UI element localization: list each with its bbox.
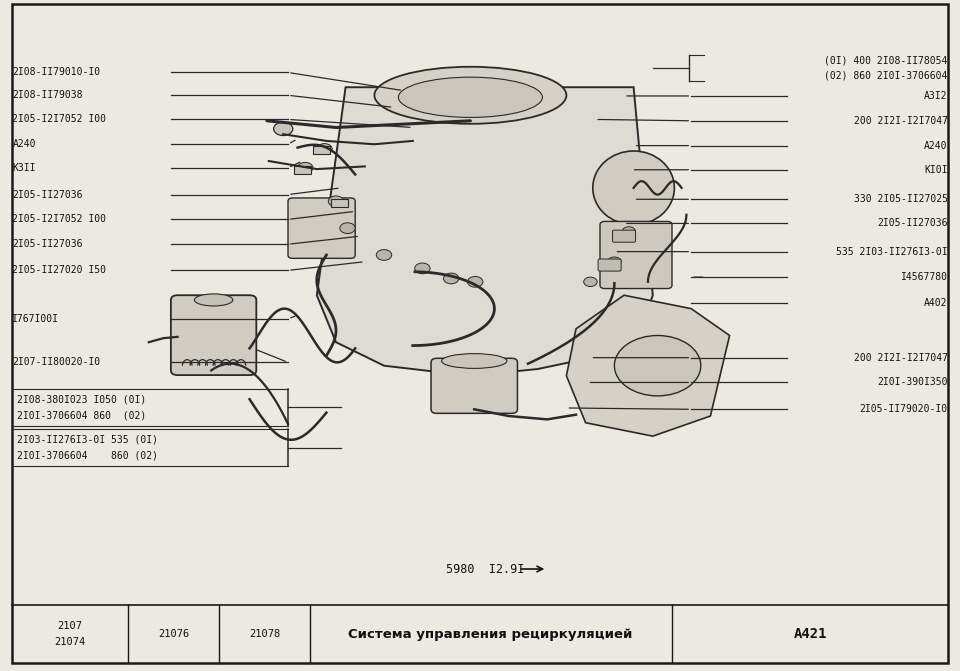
Circle shape bbox=[317, 144, 332, 154]
Text: 2I08-380I023 I050 (0I): 2I08-380I023 I050 (0I) bbox=[17, 395, 147, 404]
Text: 2I0I-3706604 860  (02): 2I0I-3706604 860 (02) bbox=[17, 411, 147, 420]
FancyBboxPatch shape bbox=[600, 221, 672, 289]
Text: 2I05-II27020 I50: 2I05-II27020 I50 bbox=[12, 266, 107, 275]
Circle shape bbox=[614, 336, 701, 396]
Text: A3I2: A3I2 bbox=[924, 91, 948, 101]
Text: 2I05-II27036: 2I05-II27036 bbox=[12, 240, 83, 249]
Ellipse shape bbox=[194, 294, 232, 306]
Circle shape bbox=[444, 273, 459, 284]
Text: 2I0I-3706604    860 (02): 2I0I-3706604 860 (02) bbox=[17, 451, 158, 460]
Text: A240: A240 bbox=[924, 141, 948, 150]
Text: 21074: 21074 bbox=[55, 637, 85, 647]
Text: 200 2I2I-I2I7047: 200 2I2I-I2I7047 bbox=[853, 116, 948, 125]
Text: 2I0I-390I350: 2I0I-390I350 bbox=[877, 378, 948, 387]
Text: 200 2I2I-I2I7047: 200 2I2I-I2I7047 bbox=[853, 353, 948, 362]
Circle shape bbox=[298, 162, 313, 173]
Text: A402: A402 bbox=[924, 299, 948, 308]
Text: 2I05-I2I7052 I00: 2I05-I2I7052 I00 bbox=[12, 115, 107, 124]
Bar bbox=[331, 199, 348, 207]
Text: 21078: 21078 bbox=[250, 629, 280, 639]
Text: (0I) 400 2I08-II78054: (0I) 400 2I08-II78054 bbox=[824, 56, 948, 65]
Text: (02) 860 2I0I-3706604: (02) 860 2I0I-3706604 bbox=[824, 71, 948, 81]
Circle shape bbox=[468, 276, 483, 287]
Ellipse shape bbox=[374, 67, 566, 124]
FancyBboxPatch shape bbox=[171, 295, 256, 375]
Polygon shape bbox=[317, 87, 653, 376]
Ellipse shape bbox=[593, 151, 674, 225]
Text: KI0I: KI0I bbox=[924, 165, 948, 174]
FancyBboxPatch shape bbox=[612, 230, 636, 242]
Circle shape bbox=[622, 227, 636, 236]
Text: 2I08-II79038: 2I08-II79038 bbox=[12, 91, 83, 100]
Ellipse shape bbox=[398, 77, 542, 117]
FancyBboxPatch shape bbox=[288, 198, 355, 258]
Text: K3II: K3II bbox=[12, 163, 36, 172]
Circle shape bbox=[328, 196, 344, 207]
Text: 2I03-II276I3-0I 535 (0I): 2I03-II276I3-0I 535 (0I) bbox=[17, 435, 158, 444]
Text: 2I08-II79010-I0: 2I08-II79010-I0 bbox=[12, 68, 101, 77]
Text: 21076: 21076 bbox=[158, 629, 189, 639]
Circle shape bbox=[376, 250, 392, 260]
Text: 2I05-II79020-I0: 2I05-II79020-I0 bbox=[859, 405, 948, 414]
Circle shape bbox=[340, 223, 355, 234]
Circle shape bbox=[608, 257, 621, 266]
Text: 2I07-II80020-I0: 2I07-II80020-I0 bbox=[12, 358, 101, 367]
FancyBboxPatch shape bbox=[431, 358, 517, 413]
Circle shape bbox=[415, 263, 430, 274]
Ellipse shape bbox=[442, 354, 507, 368]
FancyBboxPatch shape bbox=[598, 259, 621, 271]
FancyBboxPatch shape bbox=[12, 4, 948, 663]
Circle shape bbox=[584, 277, 597, 287]
Bar bbox=[313, 146, 330, 154]
Text: 2I05-I2I7052 I00: 2I05-I2I7052 I00 bbox=[12, 215, 107, 224]
Text: I4567780: I4567780 bbox=[900, 272, 948, 282]
Text: Система управления рециркуляцией: Система управления рециркуляцией bbox=[348, 627, 633, 641]
Text: I767I00I: I767I00I bbox=[12, 314, 60, 323]
Circle shape bbox=[274, 122, 293, 136]
Text: А421: А421 bbox=[794, 627, 827, 641]
Text: 2I05-II27036: 2I05-II27036 bbox=[12, 190, 83, 199]
Text: 330 2I05-II27025: 330 2I05-II27025 bbox=[853, 195, 948, 204]
Text: A240: A240 bbox=[12, 140, 36, 149]
Text: 2107: 2107 bbox=[58, 621, 83, 631]
Text: 5980  I2.9I: 5980 I2.9I bbox=[446, 562, 525, 576]
Text: 535 2I03-II276I3-0I: 535 2I03-II276I3-0I bbox=[836, 247, 948, 256]
Polygon shape bbox=[566, 295, 730, 436]
Text: 2I05-II27036: 2I05-II27036 bbox=[877, 219, 948, 228]
Bar bbox=[294, 166, 311, 174]
